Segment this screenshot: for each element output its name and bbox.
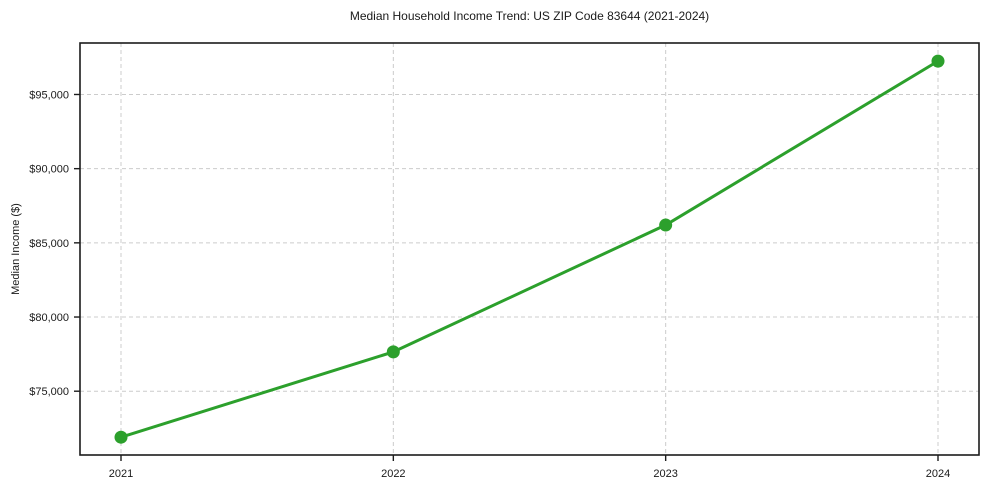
- y-tick-label: $90,000: [29, 164, 69, 176]
- y-tick-label: $95,000: [29, 89, 69, 101]
- y-tick-label: $75,000: [29, 386, 69, 398]
- y-tick-label: $80,000: [29, 312, 69, 324]
- axes-spines: [79, 42, 980, 456]
- x-tick-label: 2024: [926, 468, 950, 480]
- x-tick-label: 2021: [109, 468, 133, 480]
- x-tick-label: 2023: [653, 468, 677, 480]
- trend-line: [119, 59, 940, 439]
- data-point-marker: [386, 345, 400, 359]
- chart-title: Median Household Income Trend: US ZIP Co…: [349, 9, 710, 23]
- y-tick-label: $85,000: [29, 238, 69, 250]
- x-tick-label: 2022: [381, 468, 405, 480]
- data-point-marker: [659, 218, 673, 232]
- data-point-marker: [114, 430, 128, 444]
- data-point-marker: [931, 54, 945, 68]
